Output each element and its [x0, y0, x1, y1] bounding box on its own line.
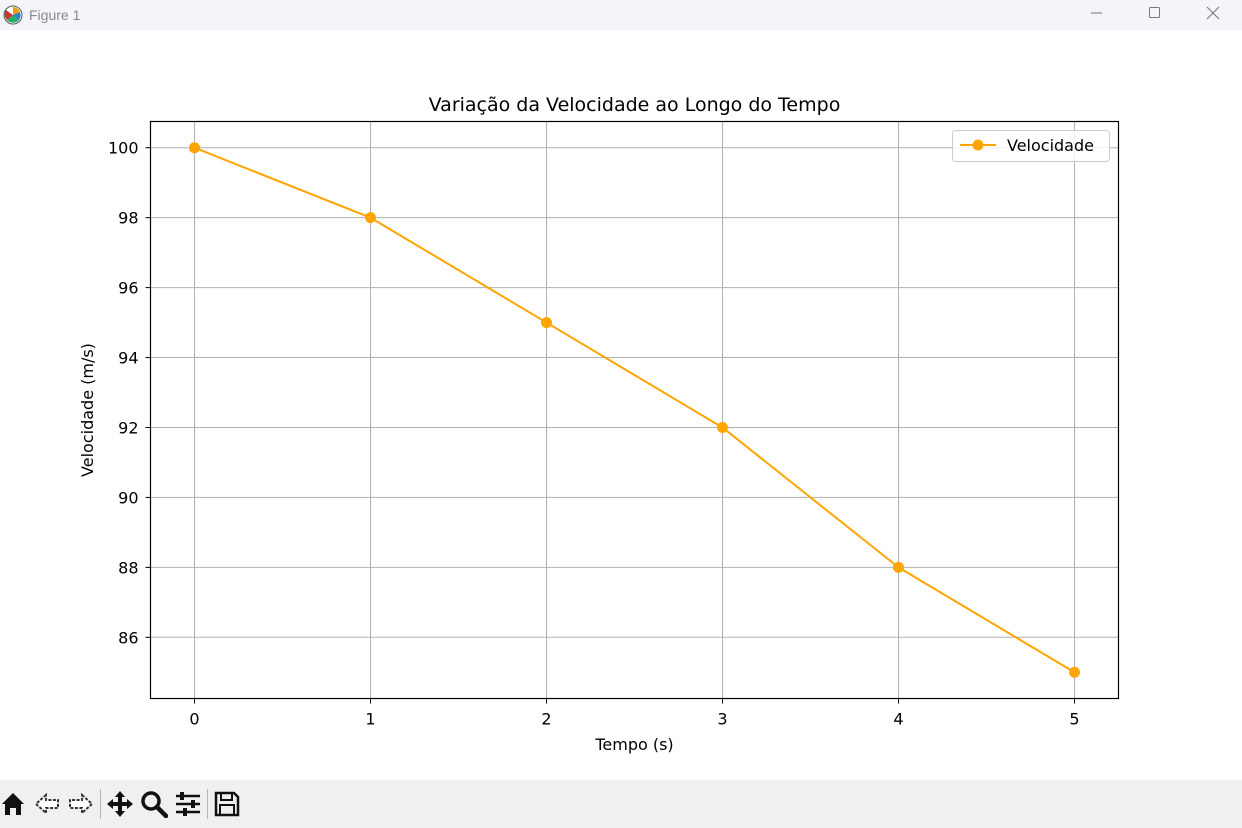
move-icon — [107, 791, 133, 817]
title-bar: Figure 1 — [0, 0, 1242, 30]
y-tick-label: 94 — [118, 349, 138, 368]
chart-title: Variação da Velocidade ao Longo do Tempo — [429, 94, 841, 116]
data-point — [365, 212, 376, 224]
data-point — [541, 317, 552, 329]
navigation-toolbar — [0, 780, 1242, 828]
y-axis-label: Velocidade (m/s) — [78, 343, 97, 477]
matplotlib-icon — [2, 4, 24, 26]
tick-layer: 0 1 2 3 4 5 86 88 90 92 94 96 98 100 — [108, 139, 1080, 729]
x-tick-label: 4 — [893, 710, 903, 729]
save-button[interactable] — [210, 787, 244, 821]
y-tick-label: 98 — [118, 209, 138, 228]
y-tick-label: 88 — [118, 558, 138, 577]
y-tick-label: 96 — [118, 279, 138, 298]
y-tick-label: 90 — [118, 488, 138, 507]
save-icon — [214, 791, 240, 817]
home-icon — [2, 793, 24, 815]
legend-label: Velocidade — [1007, 136, 1094, 155]
line-chart: 0 1 2 3 4 5 86 88 90 92 94 96 98 100 Variação da Velo… — [78, 94, 1120, 754]
x-tick-label: 0 — [189, 710, 199, 729]
back-arrow-icon — [34, 792, 59, 816]
legend-marker — [972, 139, 984, 151]
y-tick-label: 100 — [108, 139, 139, 158]
home-button[interactable] — [0, 787, 30, 821]
data-point — [893, 561, 904, 573]
data-point — [1069, 666, 1080, 678]
back-button[interactable] — [30, 787, 64, 821]
x-tick-label: 5 — [1069, 710, 1079, 729]
grid — [150, 121, 1119, 699]
y-tick-label: 86 — [118, 628, 138, 647]
x-axis-label: Tempo (s) — [594, 735, 673, 754]
toolbar-separator — [207, 789, 208, 819]
zoom-icon — [141, 791, 168, 818]
close-icon — [1206, 6, 1220, 20]
x-tick-label: 3 — [717, 710, 727, 729]
pan-button[interactable] — [103, 787, 137, 821]
minimize-button[interactable] — [1068, 0, 1126, 26]
figure-canvas[interactable]: 0 1 2 3 4 5 86 88 90 92 94 96 98 100 Variação da Velo… — [0, 30, 1242, 780]
y-tick-label: 92 — [118, 418, 138, 437]
configure-subplots-button[interactable] — [171, 787, 205, 821]
sliders-icon — [176, 792, 200, 816]
x-tick-label: 2 — [541, 710, 551, 729]
plot-frame — [149, 120, 1120, 700]
zoom-button[interactable] — [137, 787, 171, 821]
legend: Velocidade — [952, 130, 1110, 162]
maximize-icon — [1149, 7, 1160, 18]
data-point — [717, 421, 728, 433]
maximize-button[interactable] — [1126, 0, 1184, 26]
forward-button[interactable] — [64, 787, 98, 821]
data-point — [189, 142, 200, 154]
close-button[interactable] — [1184, 0, 1242, 26]
window-title: Figure 1 — [29, 7, 81, 23]
series-line — [194, 146, 1076, 674]
series-layer — [189, 142, 1080, 678]
toolbar-separator — [100, 789, 101, 819]
minimize-icon — [1091, 12, 1102, 14]
x-tick-label: 1 — [365, 710, 375, 729]
forward-arrow-icon — [69, 792, 94, 816]
legend-box — [952, 130, 1110, 162]
